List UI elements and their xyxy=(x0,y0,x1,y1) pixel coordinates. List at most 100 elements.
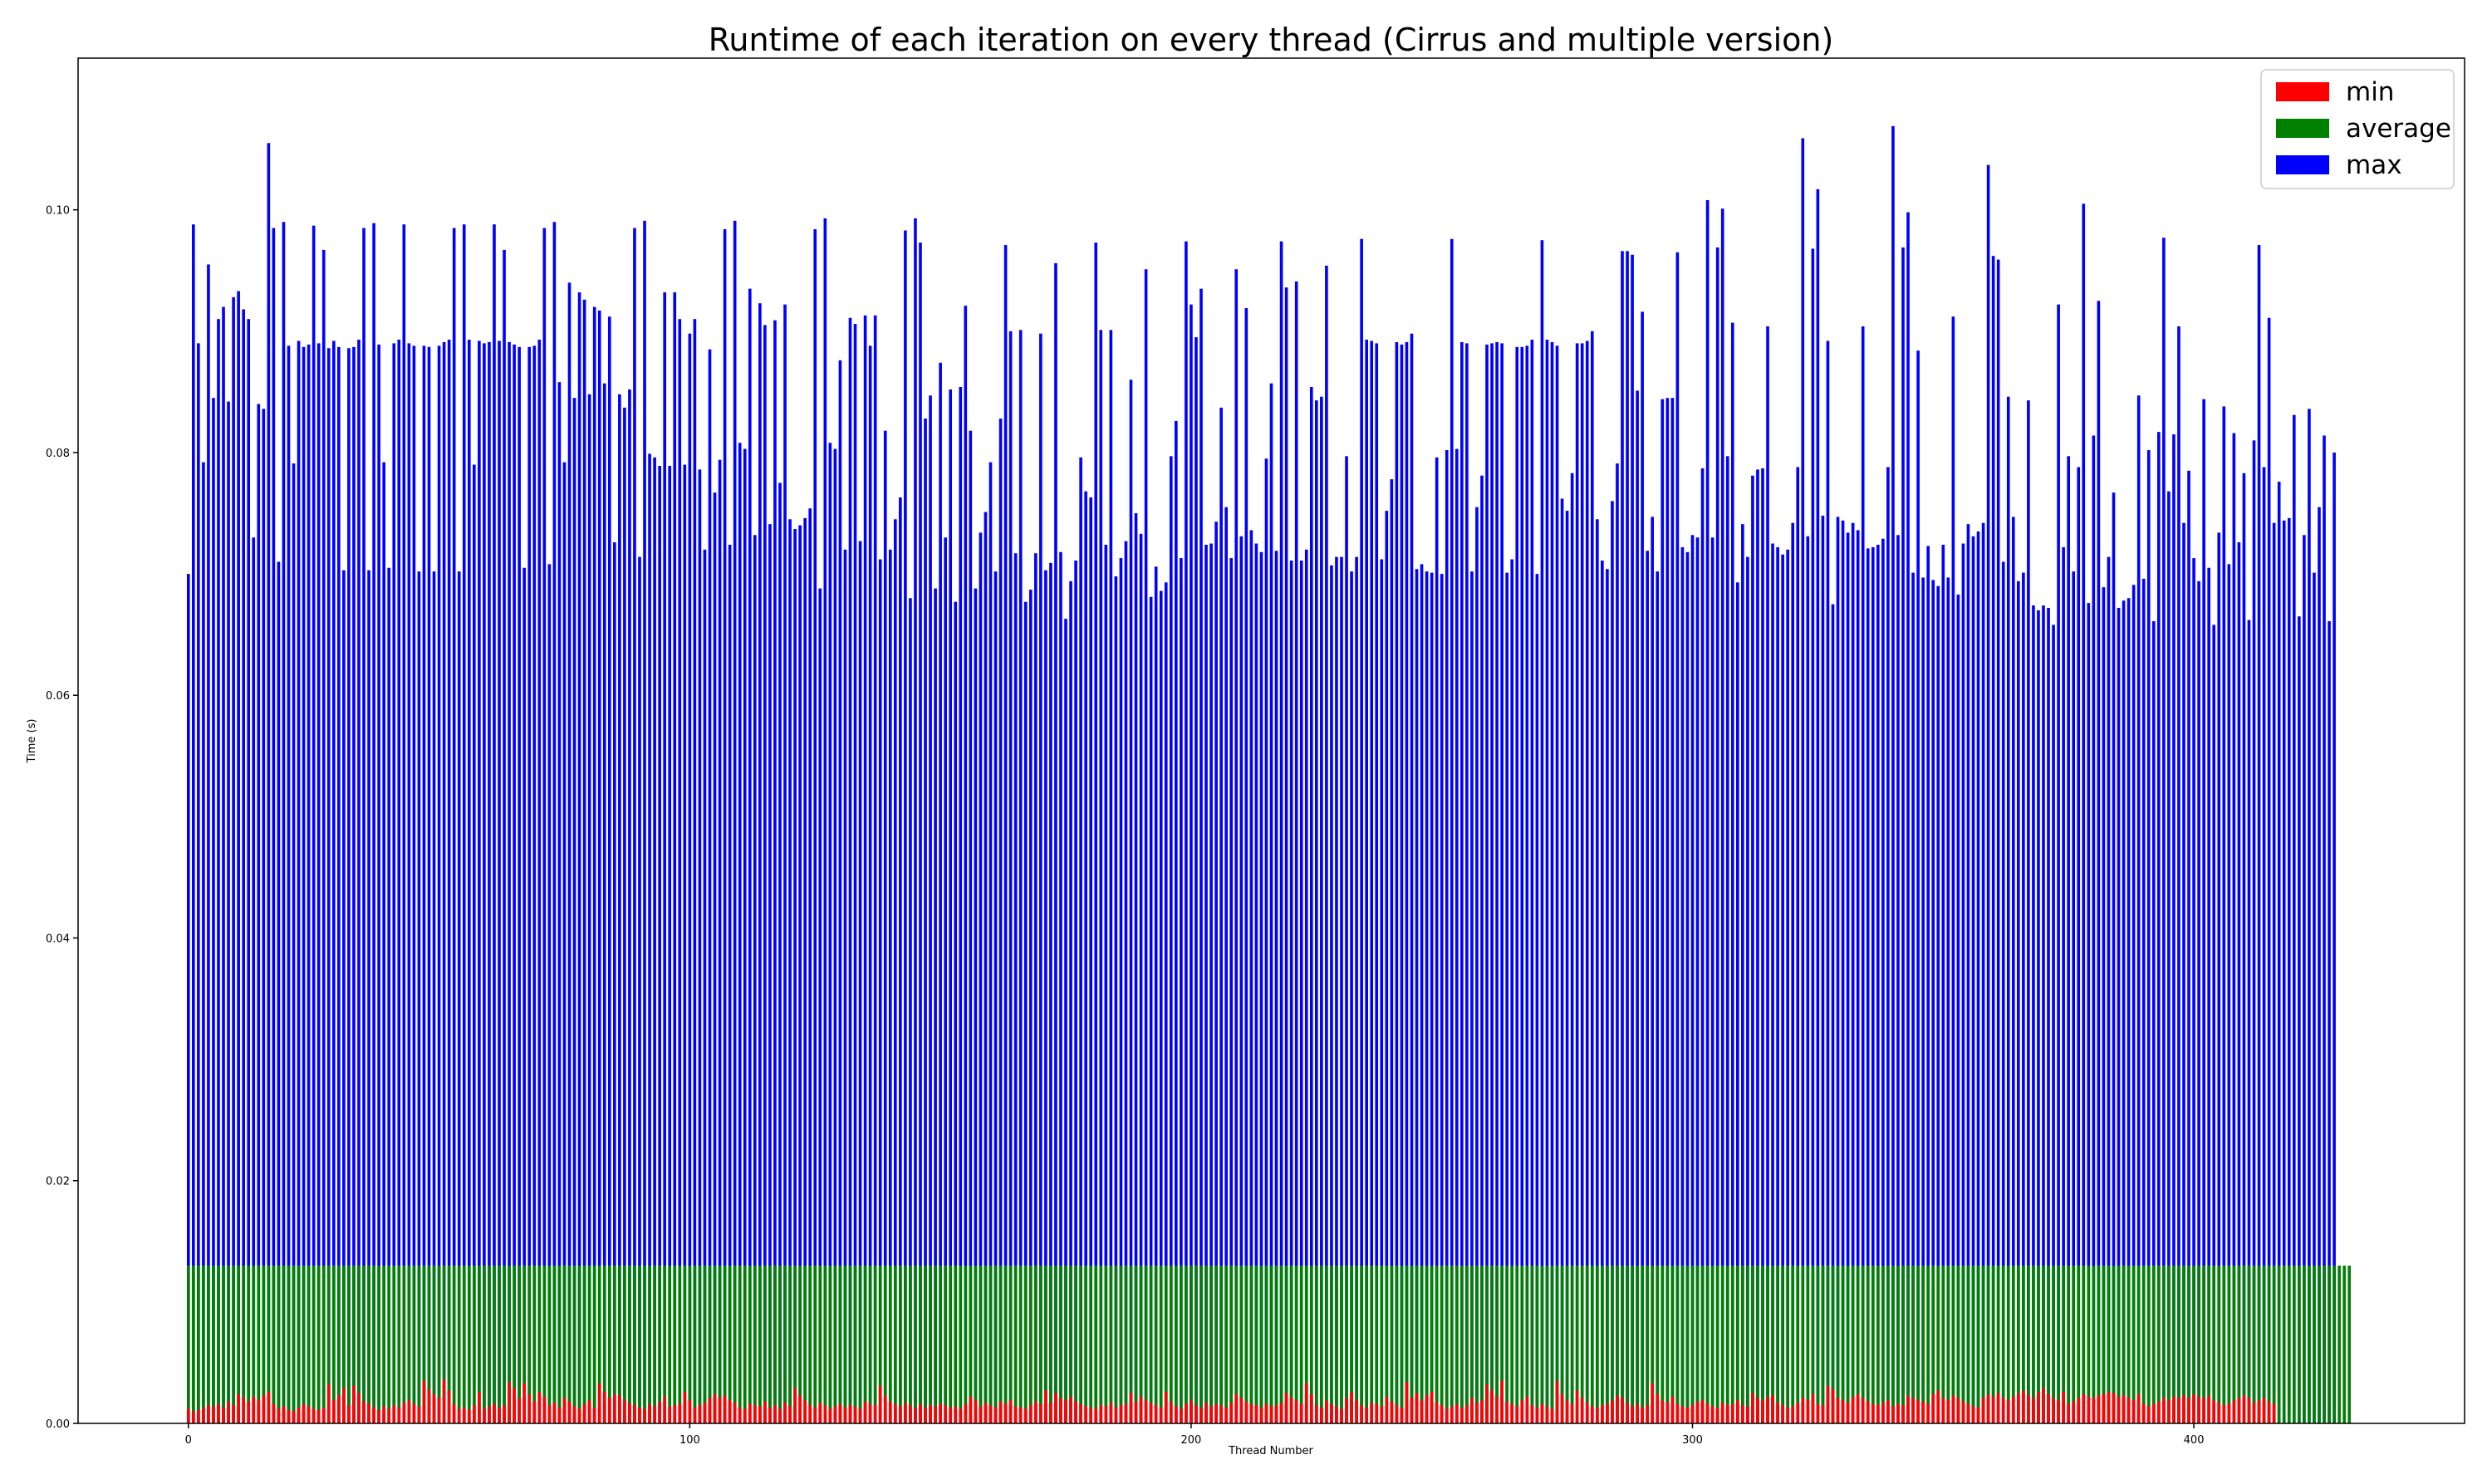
average-bar xyxy=(1435,1266,1439,1423)
min-bar xyxy=(964,1403,968,1423)
max-bar xyxy=(1941,544,1945,1423)
min-bar xyxy=(607,1398,611,1423)
min-bar xyxy=(542,1396,547,1423)
average-bar xyxy=(237,1266,240,1423)
min-bar xyxy=(1480,1400,1484,1423)
min-bar xyxy=(342,1388,346,1423)
max-bar xyxy=(1901,247,1905,1424)
max-bar xyxy=(1585,340,1589,1423)
average-bar xyxy=(1596,1266,1599,1423)
max-bar xyxy=(1330,565,1333,1423)
average-bar xyxy=(1796,1266,1800,1423)
min-bar xyxy=(1199,1408,1203,1423)
average-bar xyxy=(1289,1266,1293,1423)
average-bar xyxy=(197,1266,200,1423)
average-bar xyxy=(623,1266,626,1423)
max-bar xyxy=(287,345,291,1424)
min-bar xyxy=(618,1395,621,1423)
min-bar xyxy=(1264,1403,1268,1423)
average-bar xyxy=(422,1266,426,1423)
average-bar xyxy=(493,1266,496,1423)
min-bar xyxy=(1646,1405,1649,1423)
average-bar xyxy=(1575,1266,1579,1423)
average-bar xyxy=(377,1266,380,1423)
min-bar xyxy=(1931,1393,1935,1423)
min-bar xyxy=(888,1401,892,1423)
min-bar xyxy=(222,1408,225,1423)
min-bar xyxy=(1901,1405,1905,1423)
average-bar xyxy=(1294,1266,1298,1423)
min-bar xyxy=(1596,1408,1599,1423)
average-bar xyxy=(1320,1266,1323,1423)
max-bar xyxy=(1460,341,1464,1424)
legend-swatch-average xyxy=(2276,119,2329,138)
min-bar xyxy=(959,1408,963,1423)
max-bar xyxy=(643,220,646,1423)
x-tick-label: 400 xyxy=(2184,1434,2205,1447)
min-bar xyxy=(262,1395,266,1423)
average-bar xyxy=(1621,1266,1624,1423)
average-bar xyxy=(1028,1266,1033,1423)
min-bar xyxy=(1866,1401,1870,1423)
min-bar xyxy=(883,1395,887,1423)
max-bar xyxy=(1560,498,1564,1424)
min-bar xyxy=(1921,1401,1925,1423)
max-bar xyxy=(1646,551,1649,1423)
max-bar xyxy=(1651,517,1655,1423)
average-bar xyxy=(2323,1266,2326,1423)
average-bar xyxy=(919,1266,922,1423)
max-bar xyxy=(1971,536,1975,1423)
average-bar xyxy=(1766,1266,1769,1423)
average-bar xyxy=(1490,1266,1494,1423)
average-bar xyxy=(878,1266,882,1423)
min-bar xyxy=(934,1406,937,1423)
min-bar xyxy=(2172,1396,2176,1423)
max-bar xyxy=(1886,467,1890,1423)
average-bar xyxy=(352,1266,356,1423)
min-bar xyxy=(1926,1403,1930,1423)
max-bar xyxy=(357,340,361,1423)
min-bar xyxy=(678,1403,682,1423)
min-bar xyxy=(1465,1405,1469,1423)
min-bar xyxy=(207,1405,210,1423)
min-bar xyxy=(513,1388,516,1423)
min-bar xyxy=(587,1400,591,1423)
max-bar xyxy=(1550,341,1554,1424)
average-bar xyxy=(1430,1266,1434,1423)
average-bar xyxy=(1665,1266,1670,1423)
average-bar xyxy=(1661,1266,1665,1423)
min-bar xyxy=(357,1393,361,1423)
min-bar xyxy=(292,1411,296,1423)
average-bar xyxy=(2112,1266,2116,1423)
min-bar xyxy=(1144,1400,1148,1423)
min-bar xyxy=(1746,1406,1749,1423)
max-bar xyxy=(974,588,978,1423)
min-bar xyxy=(462,1408,466,1423)
average-bar xyxy=(1064,1266,1067,1423)
max-bar xyxy=(1199,288,1203,1423)
average-bar xyxy=(974,1266,978,1423)
min-bar xyxy=(252,1396,256,1423)
max-bar xyxy=(282,222,286,1423)
max-bar xyxy=(2062,546,2065,1424)
max-bar xyxy=(693,319,697,1424)
max-bar xyxy=(547,564,552,1423)
average-bar xyxy=(1284,1266,1288,1423)
average-bar xyxy=(823,1266,827,1423)
max-bar xyxy=(498,340,501,1423)
average-bar xyxy=(1550,1266,1554,1423)
min-bar xyxy=(1520,1400,1524,1423)
max-bar xyxy=(1094,242,1098,1423)
average-bar xyxy=(1039,1266,1042,1423)
max-bar xyxy=(237,291,240,1424)
min-bar xyxy=(1826,1385,1830,1423)
max-bar xyxy=(1956,594,1960,1423)
min-bar xyxy=(1946,1400,1950,1423)
average-bar xyxy=(2298,1266,2301,1423)
max-bar xyxy=(2141,578,2146,1423)
min-bar xyxy=(1028,1405,1033,1423)
average-bar xyxy=(1811,1266,1815,1423)
max-bar xyxy=(2333,452,2336,1424)
average-bar xyxy=(2212,1266,2216,1423)
max-bar xyxy=(1776,546,1779,1424)
